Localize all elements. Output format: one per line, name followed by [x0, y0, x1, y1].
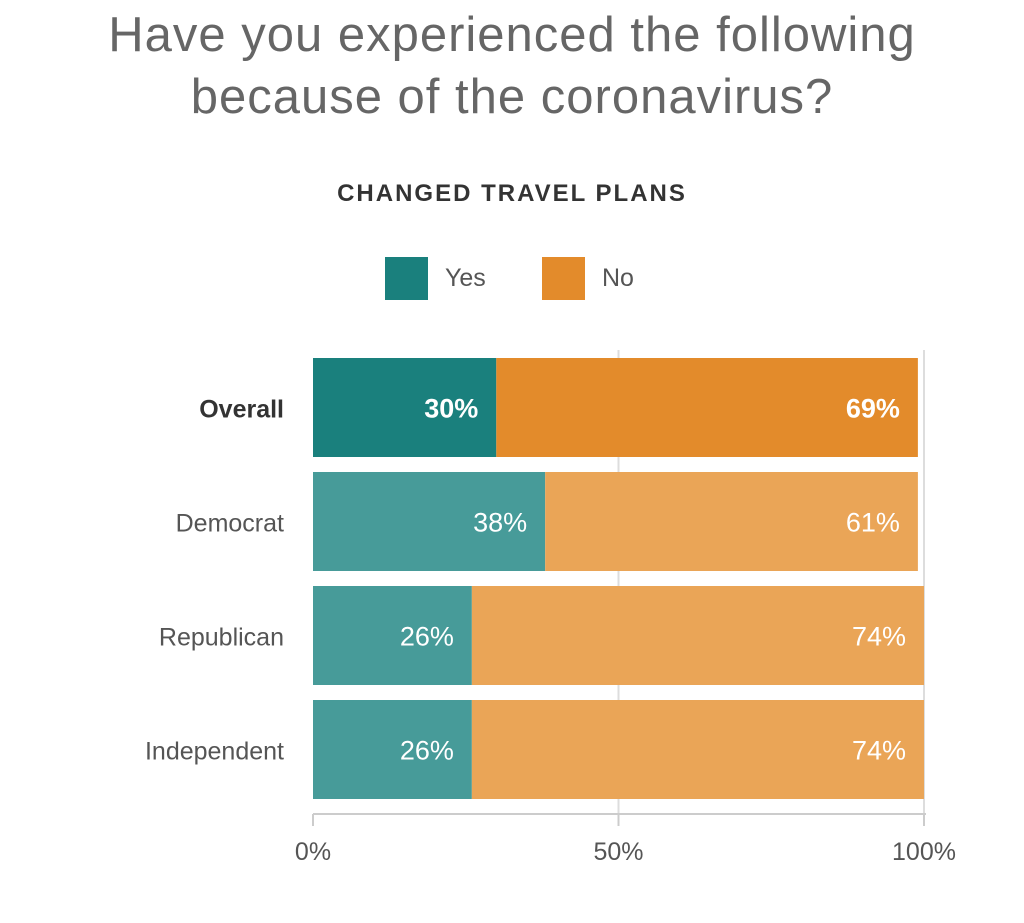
bar-yes-republican: [313, 586, 472, 685]
data-label-yes-independent: 26%: [400, 736, 454, 766]
legend-label-yes: Yes: [445, 263, 486, 292]
category-label-overall: Overall: [199, 396, 284, 424]
data-label-no-democrat: 61%: [846, 508, 900, 538]
data-label-yes-overall: 30%: [424, 394, 478, 424]
legend-item-no: No: [542, 256, 634, 300]
chart-subtitle: CHANGED TRAVEL PLANS: [337, 180, 687, 207]
bar-no-democrat: [545, 472, 918, 571]
data-label-yes-democrat: 38%: [473, 508, 527, 538]
bar-yes-overall: [313, 358, 497, 457]
x-tick-label-100: 100%: [892, 838, 956, 866]
bar-no-independent: [471, 700, 924, 799]
category-label-independent: Independent: [145, 738, 284, 766]
data-label-no-republican: 74%: [852, 622, 906, 652]
data-label-no-independent: 74%: [852, 736, 906, 766]
bar-no-republican: [471, 586, 924, 685]
category-label-republican: Republican: [159, 624, 284, 652]
bar-yes-democrat: [313, 472, 546, 571]
legend-swatch-yes: [385, 256, 428, 300]
data-label-yes-republican: 26%: [400, 622, 454, 652]
legend-item-yes: Yes: [385, 256, 486, 300]
bar-yes-independent: [313, 700, 472, 799]
legend: Yes No: [0, 256, 1024, 300]
chart-title-line-2: because of the coronavirus?: [190, 70, 834, 124]
legend-label-no: No: [602, 263, 634, 292]
x-tick-label-0: 0%: [295, 838, 331, 866]
chart-title-line-1: Have you experienced the following: [108, 8, 916, 62]
data-label-no-overall: 69%: [846, 394, 900, 424]
legend-swatch-no: [542, 256, 585, 300]
x-tick-label-50: 50%: [593, 838, 643, 866]
chart-title: Have you experienced the following becau…: [0, 4, 1024, 128]
category-label-democrat: Democrat: [176, 510, 284, 538]
bar-no-overall: [496, 358, 918, 457]
